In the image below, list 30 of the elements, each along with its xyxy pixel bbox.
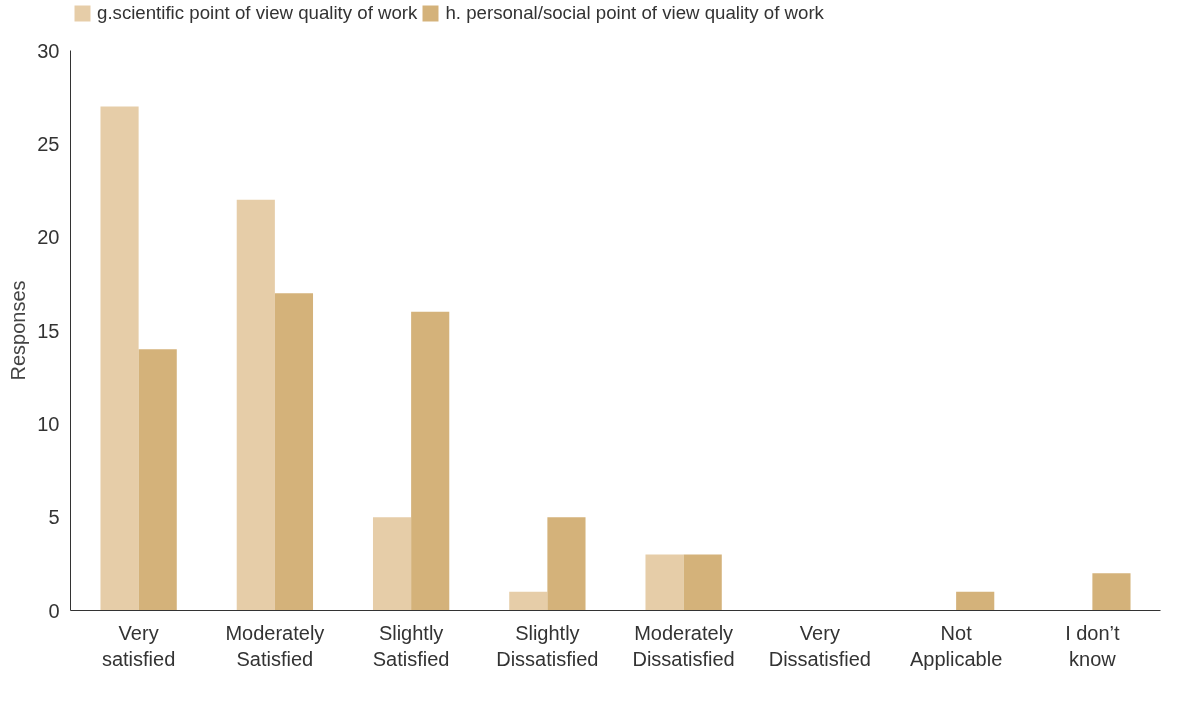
x-tick-label: Not Applicable bbox=[909, 621, 1003, 670]
bar bbox=[138, 349, 177, 611]
y-tick-label: 0 bbox=[48, 599, 60, 622]
bar bbox=[236, 199, 275, 611]
x-tick-label: Very Dissatisfied bbox=[768, 621, 872, 670]
y-tick-label: 25 bbox=[37, 132, 60, 155]
bar bbox=[547, 517, 586, 611]
y-tick-label: 30 bbox=[37, 39, 60, 62]
bar bbox=[956, 591, 995, 611]
x-tick-label: Moderately Satisfied bbox=[225, 621, 325, 670]
legend-label: h. personal/social point of view quality of work bbox=[445, 2, 824, 24]
bar bbox=[683, 554, 722, 611]
x-tick-label: Moderately Dissatisfied bbox=[632, 621, 735, 670]
x-tick-label: I don’t know bbox=[1065, 621, 1121, 670]
y-tick-label: 20 bbox=[37, 226, 60, 249]
bar bbox=[100, 106, 139, 611]
bar bbox=[274, 293, 314, 611]
bar bbox=[645, 554, 684, 611]
y-axis-title: Responses bbox=[7, 280, 30, 381]
bar bbox=[509, 591, 548, 611]
x-tick-label: Very satisfied bbox=[101, 621, 176, 670]
x-tick-label: Slightly Dissatisfied bbox=[496, 621, 599, 670]
legend-label: g.scientific point of view quality of work bbox=[97, 2, 418, 24]
bar bbox=[1092, 573, 1131, 611]
y-tick-label: 10 bbox=[37, 412, 60, 435]
bar bbox=[372, 517, 412, 611]
x-tick-label: Slightly Satisfied bbox=[372, 621, 450, 670]
bar bbox=[411, 311, 450, 611]
y-tick-label: 15 bbox=[37, 319, 60, 342]
y-tick-label: 5 bbox=[48, 506, 60, 529]
